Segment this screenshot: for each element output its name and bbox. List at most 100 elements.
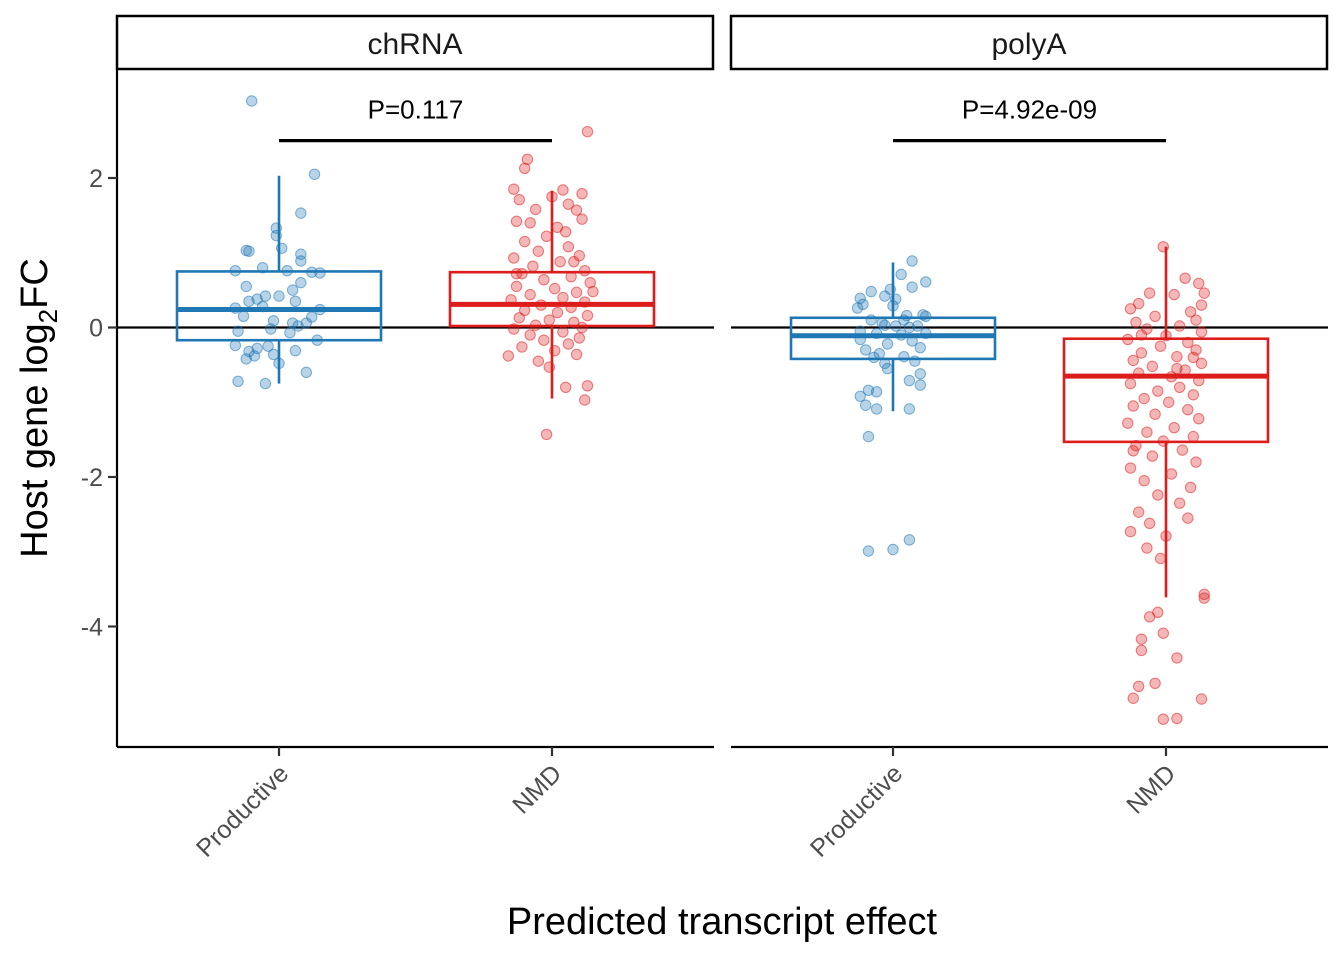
data-point-polyA-Productive-33 [914, 368, 926, 380]
data-point-chRNA-NMD-19 [532, 245, 545, 257]
data-point-polyA-NMD-6 [1168, 288, 1180, 301]
box-chRNA-Productive [175, 270, 383, 342]
data-point-chRNA-NMD-50 [538, 334, 550, 346]
data-point-polyA-NMD-73 [1157, 713, 1169, 725]
data-point-chRNA-Productive-1 [308, 168, 321, 180]
facet-strip-right: polyA [729, 14, 1329, 71]
data-point-polyA-NMD-39 [1122, 417, 1134, 429]
data-point-polyA-NMD-35 [1127, 400, 1139, 412]
data-point-chRNA-Productive-31 [292, 320, 304, 332]
data-point-chRNA-NMD-22 [554, 256, 566, 268]
data-point-chRNA-NMD-17 [519, 235, 531, 248]
data-point-polyA-Productive-17 [879, 319, 891, 331]
data-point-polyA-Productive-30 [898, 350, 910, 363]
data-point-chRNA-NMD-29 [510, 280, 523, 293]
x-tick-label-left-productive: Productive [191, 759, 294, 862]
data-point-polyA-NMD-40 [1168, 421, 1180, 434]
data-point-chRNA-NMD-12 [510, 215, 523, 228]
data-point-polyA-NMD-23 [1195, 357, 1208, 370]
data-point-chRNA-Productive-22 [289, 295, 302, 308]
data-point-polyA-NMD-10 [1190, 314, 1202, 326]
strip-box-left [115, 14, 715, 71]
data-point-chRNA-NMD-1 [521, 153, 534, 166]
data-point-polyA-NMD-54 [1133, 506, 1145, 518]
data-point-chRNA-Productive-47 [259, 377, 272, 390]
data-point-chRNA-NMD-4 [557, 184, 569, 196]
data-point-chRNA-NMD-0 [581, 125, 594, 138]
data-point-chRNA-NMD-8 [562, 198, 575, 210]
data-point-chRNA-NMD-61 [540, 428, 553, 441]
data-point-chRNA-Productive-21 [273, 290, 285, 302]
data-point-polyA-NMD-50 [1138, 475, 1150, 487]
data-point-polyA-Productive-42 [862, 430, 875, 443]
data-point-chRNA-NMD-47 [557, 326, 569, 338]
data-point-polyA-NMD-66 [1135, 633, 1148, 645]
y-axis-title-main: Host gene log [14, 323, 56, 558]
data-point-chRNA-NMD-28 [584, 276, 596, 289]
data-point-polyA-NMD-53 [1173, 497, 1186, 509]
data-point-polyA-NMD-57 [1124, 525, 1137, 538]
data-point-chRNA-NMD-49 [573, 332, 585, 344]
data-point-polyA-NMD-55 [1182, 512, 1194, 524]
p-value-label-chRNA: P=0.117 [368, 95, 464, 125]
y-axis-title: Host gene log2FC [14, 258, 63, 558]
points-polyA-Productive [851, 255, 932, 557]
data-point-chRNA-Productive-0 [246, 95, 258, 107]
data-point-chRNA-NMD-23 [527, 260, 539, 272]
data-point-polyA-Productive-34 [903, 374, 916, 387]
data-point-chRNA-Productive-6 [243, 245, 255, 257]
data-point-polyA-NMD-79 [1127, 445, 1139, 457]
data-point-polyA-Productive-47 [898, 314, 910, 326]
data-point-polyA-Productive-7 [879, 290, 891, 302]
data-point-polyA-NMD-34 [1163, 396, 1175, 408]
data-point-polyA-NMD-38 [1193, 412, 1205, 425]
data-point-polyA-Productive-3 [906, 281, 918, 293]
data-point-chRNA-NMD-58 [581, 380, 594, 392]
data-point-chRNA-NMD-62 [587, 285, 599, 298]
x-axis-title: Predicted transcript effect [507, 901, 938, 943]
data-point-chRNA-NMD-18 [562, 241, 575, 253]
data-point-polyA-NMD-65 [1157, 627, 1169, 639]
data-point-chRNA-Productive-43 [240, 353, 252, 365]
y-axis: 2 0 -2 -4 [81, 70, 119, 747]
x-axis-right: Productive NMD [731, 745, 1328, 863]
data-point-polyA-NMD-47 [1190, 456, 1202, 468]
data-point-polyA-NMD-29 [1124, 377, 1137, 390]
data-point-chRNA-Productive-16 [240, 280, 252, 293]
y-axis-title-subscript: 2 [33, 309, 63, 323]
data-point-polyA-Productive-41 [903, 403, 916, 415]
data-point-polyA-Productive-28 [860, 344, 872, 356]
y-tick-label-3: -4 [81, 614, 103, 642]
data-point-polyA-NMD-74 [1171, 712, 1183, 725]
data-point-chRNA-NMD-15 [559, 226, 572, 238]
data-point-chRNA-NMD-24 [579, 264, 591, 277]
data-point-chRNA-Productive-32 [265, 323, 277, 335]
x-tick-label-left-nmd: NMD [507, 759, 567, 819]
data-point-polyA-NMD-11 [1130, 316, 1142, 328]
y-tick-label-0: 2 [89, 165, 103, 193]
facet-title-right: polyA [991, 28, 1066, 61]
data-point-chRNA-NMD-11 [576, 213, 588, 225]
data-point-chRNA-NMD-33 [557, 291, 569, 304]
data-point-polyA-NMD-31 [1152, 385, 1164, 397]
data-point-polyA-Productive-2 [920, 276, 932, 288]
data-point-polyA-NMD-56 [1143, 517, 1156, 530]
data-point-polyA-NMD-51 [1184, 481, 1197, 494]
y-ticks: 2 0 -2 -4 [81, 165, 117, 642]
data-point-chRNA-NMD-3 [508, 183, 520, 195]
data-point-polyA-Productive-48 [868, 351, 880, 364]
data-point-chRNA-Productive-45 [300, 366, 312, 379]
data-point-chRNA-Productive-20 [243, 295, 255, 308]
data-point-polyA-Productive-43 [862, 545, 875, 557]
data-point-polyA-NMD-30 [1173, 381, 1186, 393]
data-point-polyA-Productive-45 [903, 534, 916, 546]
data-point-chRNA-NMD-64 [568, 256, 580, 268]
x-tick-label-right-nmd: NMD [1121, 759, 1181, 819]
data-point-polyA-NMD-36 [1182, 404, 1194, 416]
data-point-chRNA-NMD-63 [510, 267, 523, 280]
data-point-polyA-NMD-45 [1176, 444, 1189, 456]
box-chRNA-NMD [448, 270, 656, 328]
data-point-polyA-Productive-46 [881, 362, 894, 375]
data-point-chRNA-NMD-41 [513, 312, 525, 324]
data-point-chRNA-Productive-33 [232, 325, 244, 337]
